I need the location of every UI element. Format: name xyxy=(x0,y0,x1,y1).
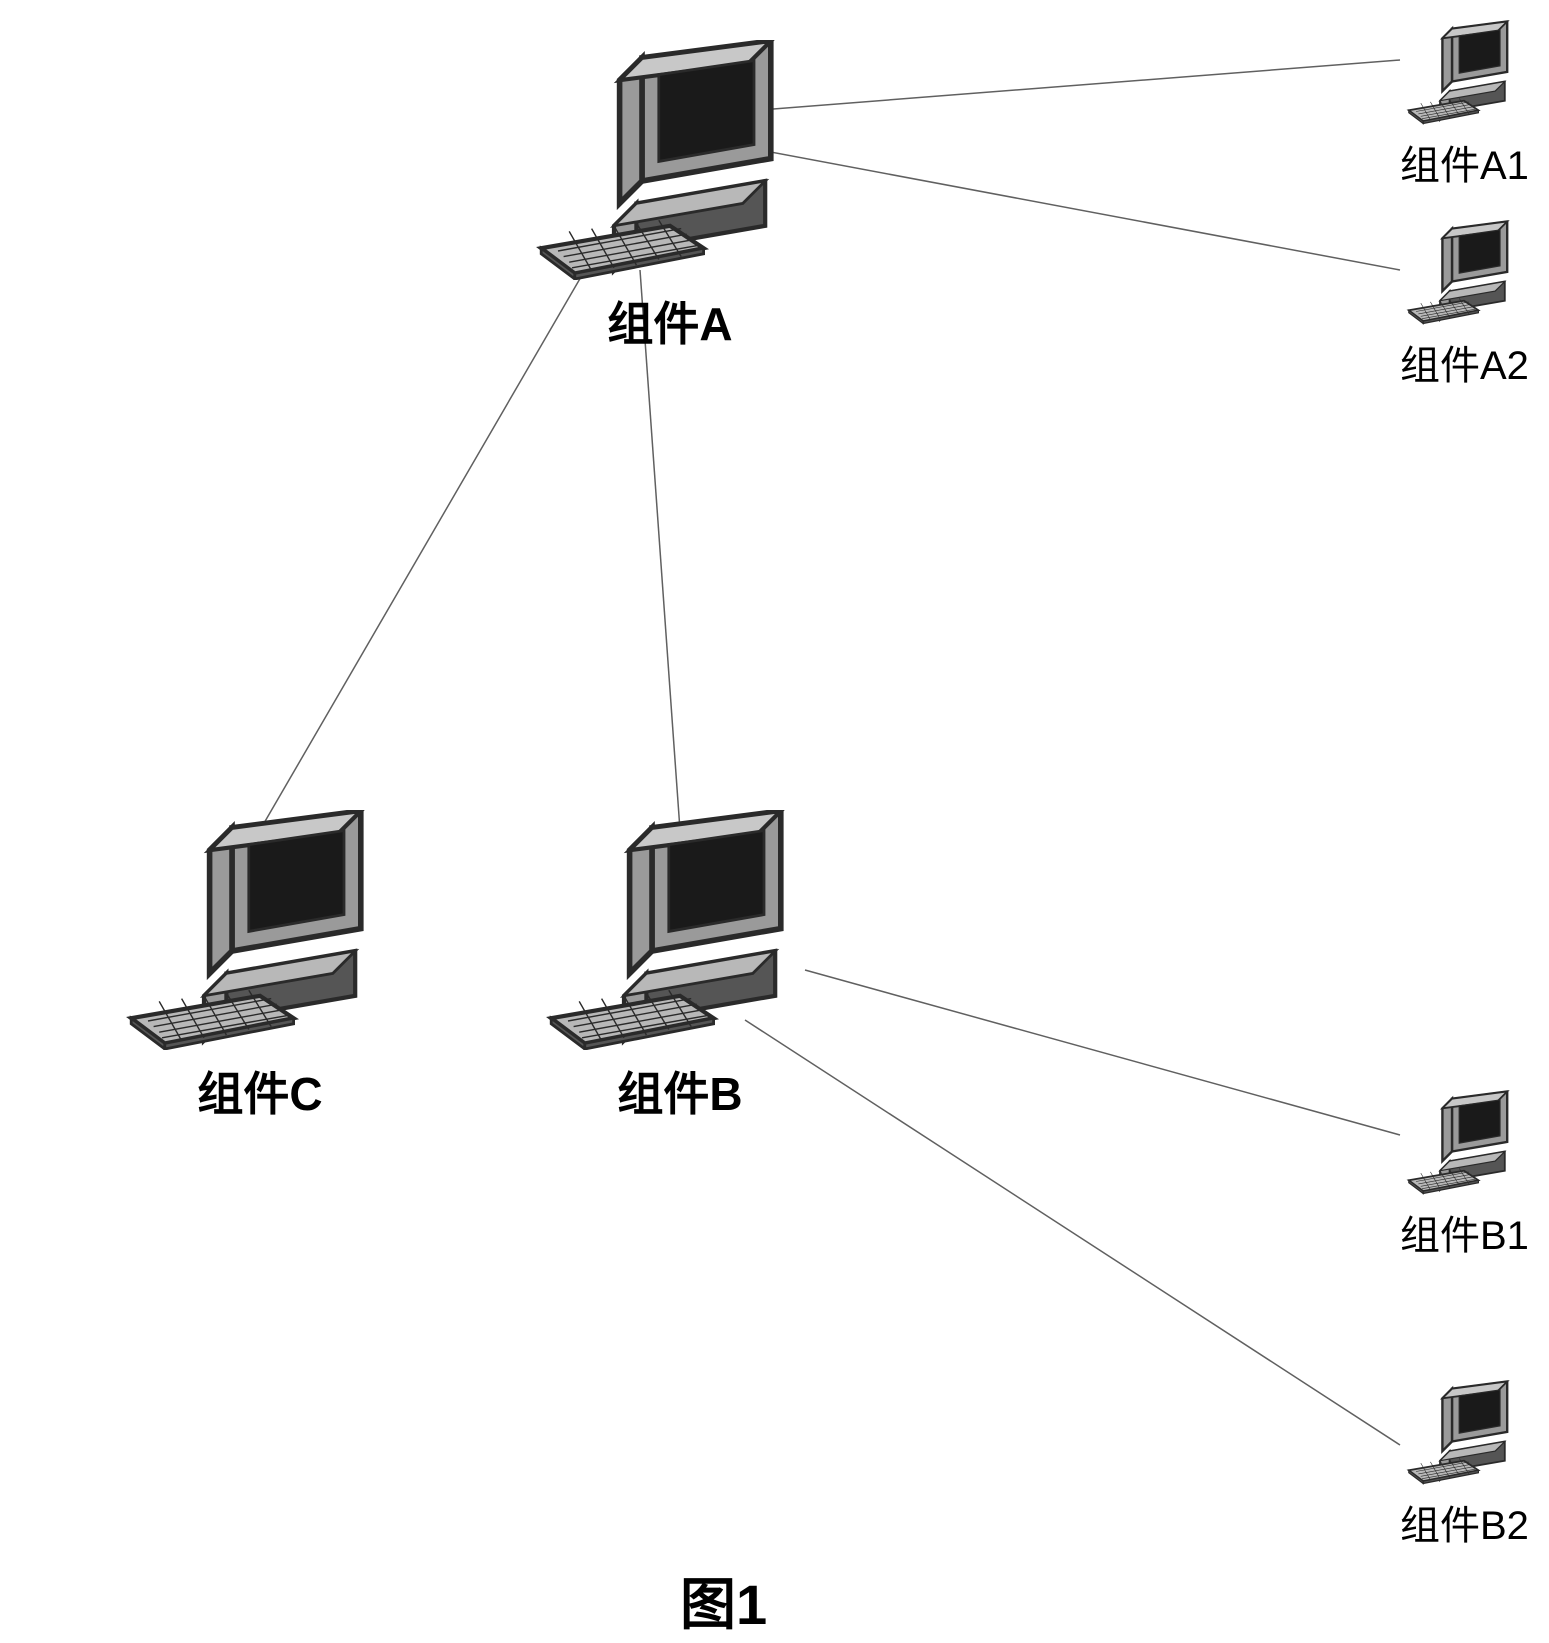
node-label: 组件B xyxy=(617,1058,742,1124)
node-label: 组件C xyxy=(197,1058,322,1124)
node-label: 组件B2 xyxy=(1400,1493,1529,1551)
node-component-a2: 组件A2 xyxy=(1400,220,1529,391)
computer-icon xyxy=(120,810,400,1050)
computer-icon xyxy=(1404,1090,1524,1195)
node-label: 组件A2 xyxy=(1400,333,1529,391)
computer-icon xyxy=(540,810,820,1050)
node-component-b2: 组件B2 xyxy=(1400,1380,1529,1551)
node-component-c: 组件C xyxy=(120,810,400,1124)
figure-caption: 图1 xyxy=(680,1560,767,1641)
computer-icon xyxy=(1404,1380,1524,1485)
computer-icon xyxy=(1404,220,1524,325)
computer-icon xyxy=(1404,20,1524,125)
node-component-a1: 组件A1 xyxy=(1400,20,1529,191)
node-component-b: 组件B xyxy=(540,810,820,1124)
node-label: 组件A xyxy=(607,288,732,354)
node-component-b1: 组件B1 xyxy=(1400,1090,1529,1261)
node-label: 组件B1 xyxy=(1400,1203,1529,1261)
node-label: 组件A1 xyxy=(1400,133,1529,191)
network-diagram: 组件A 组件A1 组件A2 xyxy=(0,0,1549,1643)
computer-icon xyxy=(530,40,810,280)
node-component-a: 组件A xyxy=(530,40,810,354)
